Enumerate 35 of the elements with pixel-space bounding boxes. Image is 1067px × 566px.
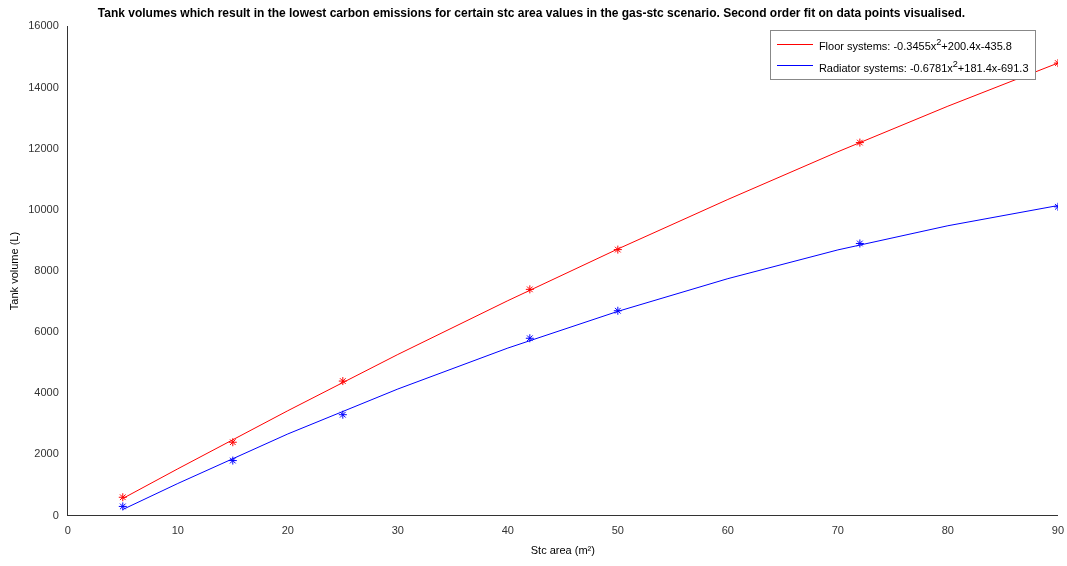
x-tick-label: 50 [611, 524, 624, 537]
point [228, 456, 238, 466]
y-tick-label: 10000 [28, 202, 59, 215]
point [613, 306, 623, 316]
point [855, 138, 865, 148]
y-tick-label: 0 [52, 508, 59, 521]
chart-title: Tank volumes which result in the lowest carbon emissions for certain stc area values in the gas-stc scenario. Second order fit on data points visualised. [97, 5, 966, 20]
point [525, 333, 535, 343]
x-tick-label: 90 [1051, 524, 1065, 537]
point [855, 238, 865, 248]
x-tick-label: 30 [391, 524, 404, 537]
y-tick-label: 14000 [28, 80, 59, 93]
x-tick-label: 20 [281, 524, 294, 537]
y-tick-label: 6000 [34, 325, 59, 338]
point [525, 284, 535, 294]
x-tick-label: 70 [831, 524, 844, 537]
y-axis-title: Tank volume (L) [7, 231, 20, 311]
point [613, 245, 623, 255]
x-tick-label: 60 [721, 524, 734, 537]
y-tick-label: 16000 [28, 19, 59, 32]
y-tick-label: 12000 [28, 141, 59, 154]
point [338, 376, 348, 386]
x-tick-label: 40 [501, 524, 514, 537]
x-tick-label: 80 [941, 524, 954, 537]
x-axis-title: Stc area (m²) [530, 544, 595, 557]
y-tick-label: 8000 [34, 264, 59, 277]
y-tick-label: 2000 [34, 447, 59, 460]
x-tick-label: 0 [64, 524, 71, 537]
point [118, 492, 128, 502]
point [338, 410, 348, 420]
point [228, 437, 238, 447]
legend-label: Floor systems: -0.3455x$^{2}$+200.4x-435.8 [818, 36, 1012, 55]
x-tick-label: 10 [171, 524, 184, 537]
y-tick-label: 4000 [34, 386, 59, 399]
legend-label: Radiator systems: -0.6781x$^{2}$+181.4x-691.3 [818, 58, 1029, 76]
